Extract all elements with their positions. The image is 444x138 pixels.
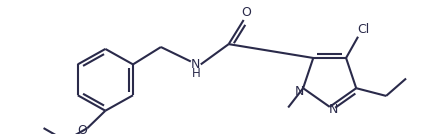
Text: N: N <box>329 103 338 116</box>
Text: N: N <box>294 85 304 98</box>
Text: Cl: Cl <box>357 22 369 35</box>
Text: O: O <box>78 124 87 136</box>
Text: O: O <box>242 6 252 19</box>
Text: N: N <box>191 58 201 71</box>
Text: H: H <box>191 67 200 80</box>
